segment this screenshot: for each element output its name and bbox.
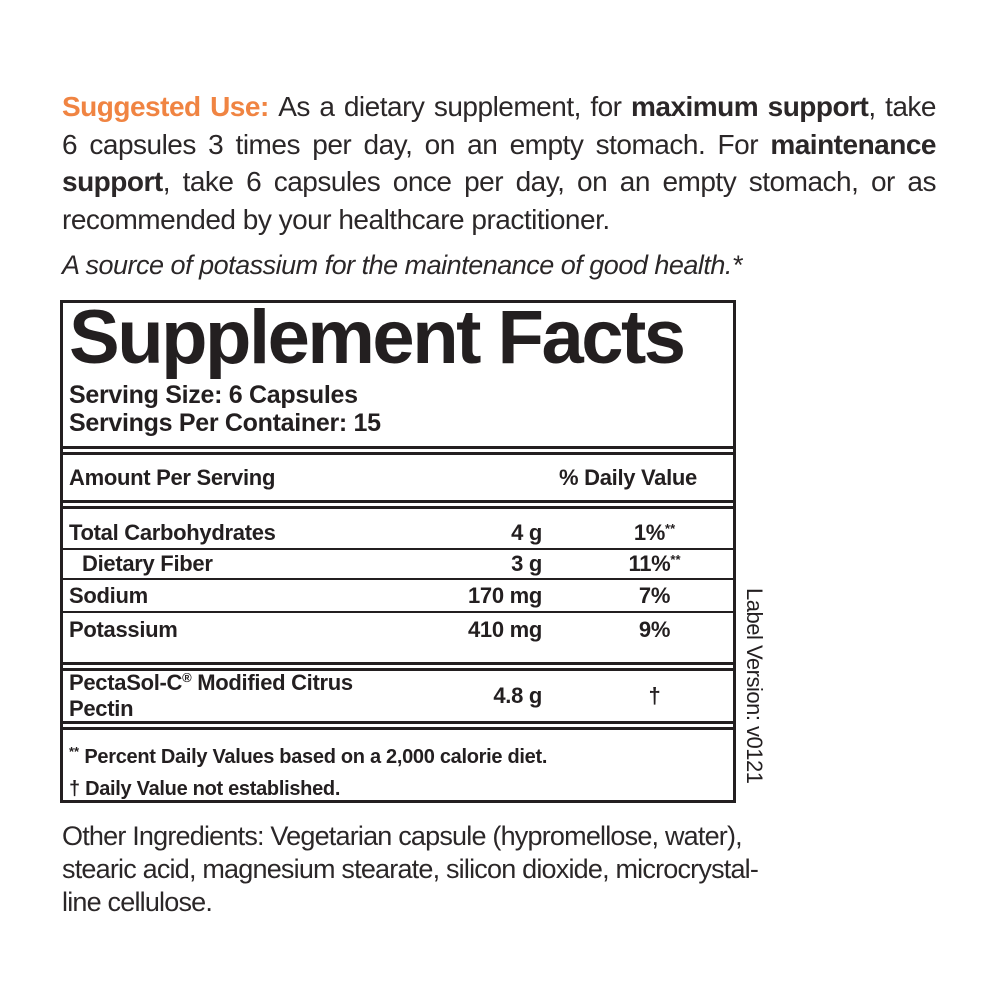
nutrient-name: Total Carbohydrates [69,519,276,545]
section-separator [63,446,733,455]
featured-ingredient-amount: 4.8 g [493,683,542,708]
registered-trademark-mark: ® [182,670,192,685]
suggested-use-text: recommended by your healthcare practitio… [62,203,610,235]
maximum-support-emphasis: maximum support [630,91,869,122]
servings-per-container: Servings Per Container: 15 [69,409,381,437]
daily-value-percent: 9% [638,616,671,642]
daily-value-percent: 11% [628,551,671,576]
daily-value-percent: 1% [633,519,666,545]
suggested-use-text: , take 6 capsules once per day, on an em… [162,166,937,197]
nutrient-daily-value: 9% [542,617,727,643]
nutrient-daily-value: 1%** [542,520,727,546]
label-version-text: Label Version: v0121 [742,588,767,784]
nutrient-row-potassium: Potassium 410 mg 9% [63,613,733,646]
daily-value-footnote-mark: ** [665,520,676,536]
nutrient-name: Dietary Fiber [82,551,213,576]
supplement-facts-title: Supplement Facts [69,295,686,380]
other-ingredients-paragraph: Other Ingredients: Vegetarian capsule (h… [62,821,759,917]
daily-value-percent: 7% [638,582,671,608]
support-emphasis: support [62,166,163,197]
suggested-use-label: Suggested Use: [62,91,279,122]
health-claim-tagline: A source of potassium for the maintenanc… [62,250,742,280]
nutrient-amount: 170 mg [467,582,542,608]
footnote-daily-values: ** Percent Daily Values based on a 2,000… [69,742,727,774]
section-separator [63,721,733,730]
brand-name: PectaSol-C [69,670,183,695]
suggested-use-text: As a dietary supplement, for [278,91,631,122]
section-separator [63,500,733,509]
amount-per-serving-header: Amount Per Serving [69,464,276,490]
nutrient-row-dietary-fiber: Dietary Fiber 3 g 11%** [63,550,733,580]
daily-value-footnote-mark: ** [670,552,681,567]
footnotes-section: ** Percent Daily Values based on a 2,000… [63,730,733,800]
suggested-use-text: , take [868,91,936,122]
nutrient-name: Potassium [69,616,178,642]
section-separator [63,662,733,671]
nutrient-rows-section: Total Carbohydrates 4 g 1%** Dietary Fib… [63,509,733,662]
suggested-use-line-1: Suggested Use: As a dietary supplement, … [62,88,936,126]
double-asterisk-mark: ** [69,744,80,759]
nutrient-row-total-carbohydrates: Total Carbohydrates 4 g 1%** [63,509,733,550]
daily-value-header: % Daily Value [559,464,697,490]
featured-ingredient-name: PectaSol-C® Modified Citrus Pectin [69,670,392,722]
featured-ingredient-row: PectaSol-C® Modified Citrus Pectin 4.8 g… [63,670,733,722]
nutrient-amount: 410 mg [467,616,542,642]
serving-info-section: Supplement Facts Serving Size: 6 Capsule… [63,295,733,446]
nutrient-name: Sodium [69,582,148,608]
nutrient-amount: 3 g [511,551,542,576]
supplement-facts-panel: Supplement Facts Serving Size: 6 Capsule… [60,300,736,803]
suggested-use-line-4: recommended by your healthcare practitio… [62,201,936,239]
nutrient-amount: 4 g [511,519,542,545]
nutrient-daily-value: 7% [542,583,727,609]
nutrient-row-sodium: Sodium 170 mg 7% [63,580,733,613]
ingredient-name-rest: Modified Citrus Pectin [69,670,353,721]
serving-size: Serving Size: 6 Capsules [69,381,358,409]
suggested-use-line-2: 6 capsules 3 times per day, on an empty … [62,126,936,164]
table-header-row: Amount Per Serving % Daily Value [63,455,733,500]
maintenance-emphasis: maintenance [770,128,936,160]
nutrient-daily-value: 11%** [542,551,727,577]
footnote-text: Percent Daily Values based on a 2,000 ca… [79,746,548,768]
suggested-use-paragraph: Suggested Use: As a dietary supplement, … [62,88,937,239]
suggested-use-text: 6 capsules 3 times per day, on an empty … [62,128,771,160]
suggested-use-line-3: support, take 6 capsules once per day, o… [62,163,937,201]
featured-ingredient-daily-value: † [648,683,661,708]
footnote-dagger: † Daily Value not established. [69,778,341,800]
